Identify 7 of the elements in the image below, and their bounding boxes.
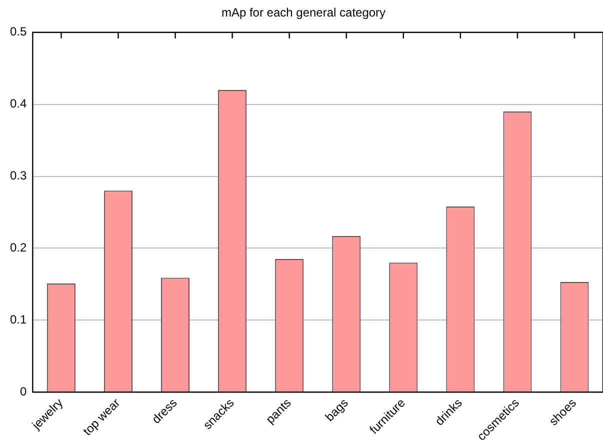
y-tick-label: 0.2 xyxy=(10,240,27,255)
y-tick-label: 0.5 xyxy=(10,24,27,39)
y-tick-label: 0.1 xyxy=(10,312,27,326)
chart-title: mAp for each general category xyxy=(221,6,386,20)
y-tick-label: 0.3 xyxy=(10,168,27,183)
y-tick-label: 0 xyxy=(20,384,27,398)
y-tick-label: 0.4 xyxy=(10,96,27,111)
